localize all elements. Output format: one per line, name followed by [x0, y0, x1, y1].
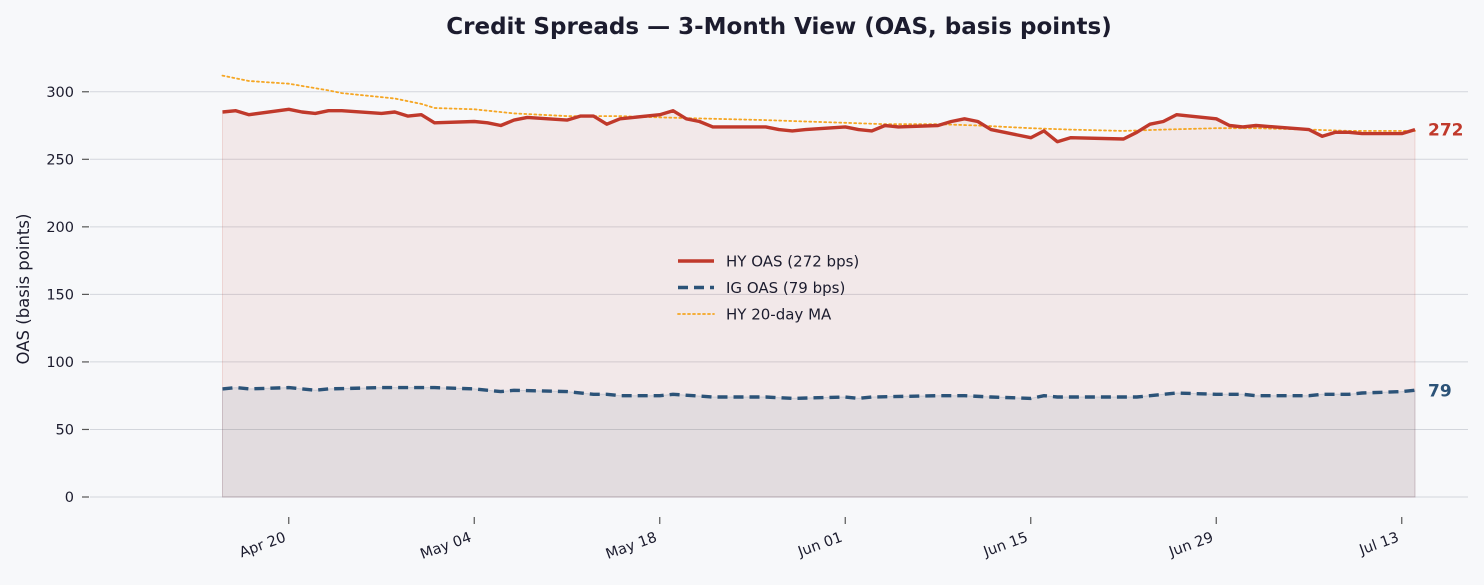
- y-tick-label-100: 100: [46, 355, 74, 371]
- x-tick-label-2026-06-29: Jun 29: [1166, 530, 1215, 561]
- y-axis-label: OAS (basis points): [14, 214, 33, 365]
- series-0-end-label: 272: [1428, 121, 1464, 141]
- y-tick-label-0: 0: [65, 490, 74, 506]
- y-tick-label-50: 50: [56, 422, 74, 438]
- area-fills: [222, 108, 1416, 498]
- legend-label-1: IG OAS (79 bps): [726, 279, 845, 297]
- series-1-end-label: 79: [1428, 381, 1452, 401]
- y-tick-label-200: 200: [46, 220, 74, 236]
- end-labels: 272 79: [1428, 121, 1464, 402]
- y-tick-label-250: 250: [46, 152, 74, 168]
- series-1-line: [222, 385, 1416, 401]
- chart-title: Credit Spreads — 3-Month View (OAS, basi…: [446, 14, 1111, 40]
- x-tick-label-2026-06-01: Jun 01: [795, 530, 844, 561]
- legend-label-2: HY 20-day MA: [726, 306, 832, 324]
- x-tick-label-2026-07-13: Jul 13: [1357, 530, 1402, 559]
- series-0-line: [222, 107, 1416, 144]
- x-tick-label-2026-05-04: May 04: [418, 530, 473, 563]
- legend-label-0: HY OAS (272 bps): [726, 253, 859, 271]
- y-tick-label-150: 150: [46, 287, 74, 303]
- legend: HY OAS (272 bps) IG OAS (79 bps) HY 20-day…: [677, 253, 859, 324]
- x-tick-label-2026-05-18: May 18: [604, 530, 659, 563]
- x-tick-label-2026-06-15: Jun 15: [981, 530, 1030, 561]
- series-lines: [221, 74, 1416, 401]
- y-tick-label-300: 300: [46, 85, 74, 101]
- x-tick-label-2026-04-20: Apr 20: [237, 530, 288, 562]
- series-2-line: [221, 74, 1416, 132]
- gridlines: [90, 91, 1468, 498]
- series-1-area: [222, 387, 1416, 498]
